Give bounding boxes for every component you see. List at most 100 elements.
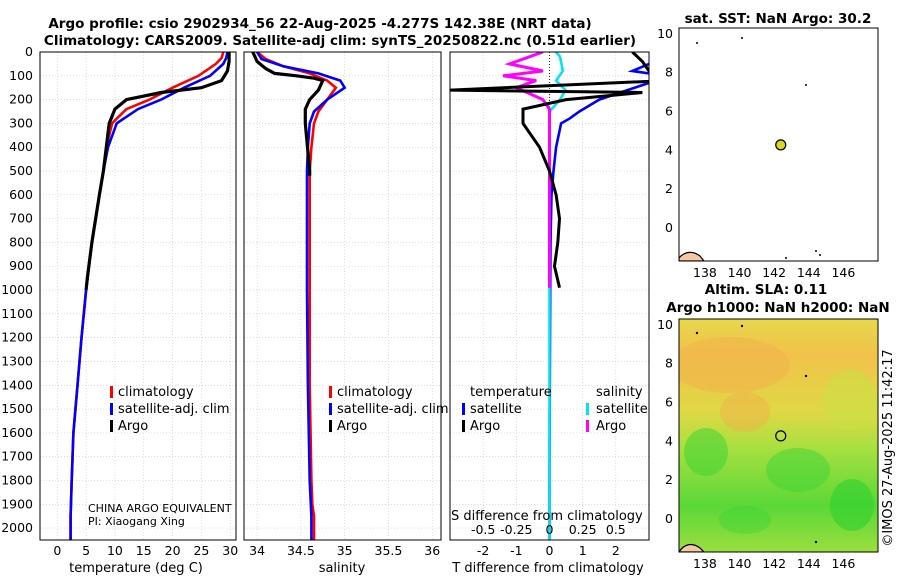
lat-tick-label: 10 xyxy=(657,317,673,332)
depth-tick-label: 1800 xyxy=(1,472,33,487)
title-line2: Climatology: CARS2009. Satellite-adj cli… xyxy=(44,33,636,49)
legend-header-salinity: salinity xyxy=(596,385,643,400)
legend-header-temperature: temperature xyxy=(470,385,552,400)
legend-swatch-t-satellite xyxy=(462,403,465,415)
legend-satellite: satellite-adj. clim xyxy=(337,402,449,417)
depth-tick-label: 300 xyxy=(9,115,33,130)
x-tick-label: 0 xyxy=(53,543,61,558)
depth-tick-label: 200 xyxy=(9,92,33,107)
depth-tick-label: 1900 xyxy=(1,496,33,511)
lon-tick-label: 144 xyxy=(797,556,821,571)
s-diff-tick-label: -0.25 xyxy=(500,522,532,537)
lon-tick-label: 146 xyxy=(831,556,855,571)
lon-tick-label: 140 xyxy=(728,556,752,571)
sla-map-lat-ticks: 0 2 4 6 8 10 xyxy=(657,317,673,526)
legend-swatch-s-satellite xyxy=(586,403,589,415)
s-diff-tick-label: 0.5 xyxy=(606,522,626,537)
lon-tick-label: 138 xyxy=(693,556,717,571)
depth-tick-label: 1000 xyxy=(1,282,33,297)
lat-tick-label: 8 xyxy=(665,356,673,371)
lat-tick-label: 10 xyxy=(657,26,673,41)
s-diff-tick-label: 0.25 xyxy=(569,522,597,537)
lon-tick-label: 146 xyxy=(831,265,855,280)
legend-argo: Argo xyxy=(118,419,148,434)
x-tick-label: 2 xyxy=(612,543,620,558)
t-diff-tick-labels: -2 -1 0 1 2 xyxy=(477,543,620,558)
legend-swatch-t-argo xyxy=(462,420,465,432)
sla-map-title-line1: Altim. SLA: 0.11 xyxy=(705,282,827,298)
lat-tick-label: 2 xyxy=(665,181,673,196)
temperature-argo-line xyxy=(84,52,231,291)
depth-tick-label: 900 xyxy=(9,258,33,273)
salinity-argo-line xyxy=(251,52,326,176)
lat-tick-label: 4 xyxy=(665,142,673,157)
salinity-legend: climatology satellite-adj. clim Argo xyxy=(329,385,449,434)
lon-tick-label: 142 xyxy=(762,265,786,280)
temperature-tick-labels: 0 5 10 15 20 25 30 xyxy=(53,543,238,558)
temperature-legend: climatology satellite-adj. clim Argo xyxy=(110,385,230,434)
legend-climatology: climatology xyxy=(118,385,194,400)
lat-tick-label: 8 xyxy=(665,65,673,80)
salinity-gridlines xyxy=(244,51,441,540)
sla-map-title-line2: Argo h1000: NaN h2000: NaN xyxy=(666,300,889,316)
sla-map-lon-ticks: 138 140 142 144 146 xyxy=(693,556,855,571)
legend-swatch-s-argo xyxy=(586,420,589,432)
lat-tick-label: 2 xyxy=(665,472,673,487)
lat-tick-label: 0 xyxy=(665,220,673,235)
x-tick-label: 34.5 xyxy=(287,543,315,558)
difference-gridlines xyxy=(450,51,649,540)
depth-tick-label: 1700 xyxy=(1,449,33,464)
depth-tick-label: 700 xyxy=(9,211,33,226)
sst-argo-location-marker xyxy=(775,139,787,151)
depth-tick-label: 0 xyxy=(25,44,33,59)
legend-swatch-argo xyxy=(329,420,332,432)
x-tick-label: 20 xyxy=(165,543,181,558)
legend-t-argo: Argo xyxy=(470,419,500,434)
lon-tick-label: 138 xyxy=(693,265,717,280)
salinity-tick-labels: 34 34.5 35 35.5 36 xyxy=(249,543,440,558)
legend-s-argo: Argo xyxy=(596,419,626,434)
legend-s-satellite: satellite xyxy=(596,402,648,417)
depth-tick-label: 1600 xyxy=(1,425,33,440)
t-diff-argo-line xyxy=(450,52,649,289)
depth-tick-label: 1400 xyxy=(1,377,33,392)
legend-swatch-satellite xyxy=(329,403,332,415)
t-diff-xlabel: T difference from climatology xyxy=(451,561,644,576)
x-tick-label: 0 xyxy=(546,543,554,558)
depth-tick-label: 1500 xyxy=(1,401,33,416)
sla-heatmap xyxy=(679,319,878,552)
lat-tick-label: 6 xyxy=(665,394,673,409)
x-tick-label: 15 xyxy=(136,543,152,558)
depth-tick-label: 500 xyxy=(9,163,33,178)
sst-map-title: sat. SST: NaN Argo: 30.2 xyxy=(685,11,872,27)
lon-tick-label: 144 xyxy=(797,265,821,280)
depth-tick-label: 100 xyxy=(9,68,33,83)
x-tick-label: 35 xyxy=(337,543,353,558)
s-diff-tick-labels: -0.5 -0.25 0 0.25 0.5 xyxy=(471,522,626,537)
lon-tick-label: 140 xyxy=(728,265,752,280)
sla-map: Altim. SLA: 0.11 Argo h1000: NaN h2000: … xyxy=(657,282,890,571)
x-tick-label: 1 xyxy=(579,543,587,558)
sst-map-lon-ticks: 138 140 142 144 146 xyxy=(693,265,855,280)
salinity-climatology-line xyxy=(256,52,338,540)
legend-satellite: satellite-adj. clim xyxy=(118,402,230,417)
lat-tick-label: 0 xyxy=(665,511,673,526)
x-tick-label: 36 xyxy=(424,543,440,558)
lon-tick-label: 142 xyxy=(762,556,786,571)
depth-tick-label: 800 xyxy=(9,234,33,249)
salinity-panel: 34 34.5 35 35.5 36 salinity climatology sate… xyxy=(243,51,449,576)
sla-argo-location-marker xyxy=(775,430,787,442)
salinity-satellite-line xyxy=(255,52,347,540)
salinity-xlabel: salinity xyxy=(319,561,366,576)
legend-swatch-climatology xyxy=(110,386,113,398)
x-tick-label: 25 xyxy=(193,543,209,558)
x-tick-label: 10 xyxy=(107,543,123,558)
depth-tick-label: 2000 xyxy=(1,520,33,535)
temperature-panel: 0100200300400500600700800900100011001200… xyxy=(1,44,238,576)
sst-map: sat. SST: NaN Argo: 30.2 138 140 142 144 146… xyxy=(657,11,879,280)
footer-copyright: ©IMOS 27-Aug-2025 11:42:17 xyxy=(881,349,896,546)
depth-tick-label: 400 xyxy=(9,139,33,154)
x-tick-label: -1 xyxy=(510,543,522,558)
legend-argo: Argo xyxy=(337,419,367,434)
